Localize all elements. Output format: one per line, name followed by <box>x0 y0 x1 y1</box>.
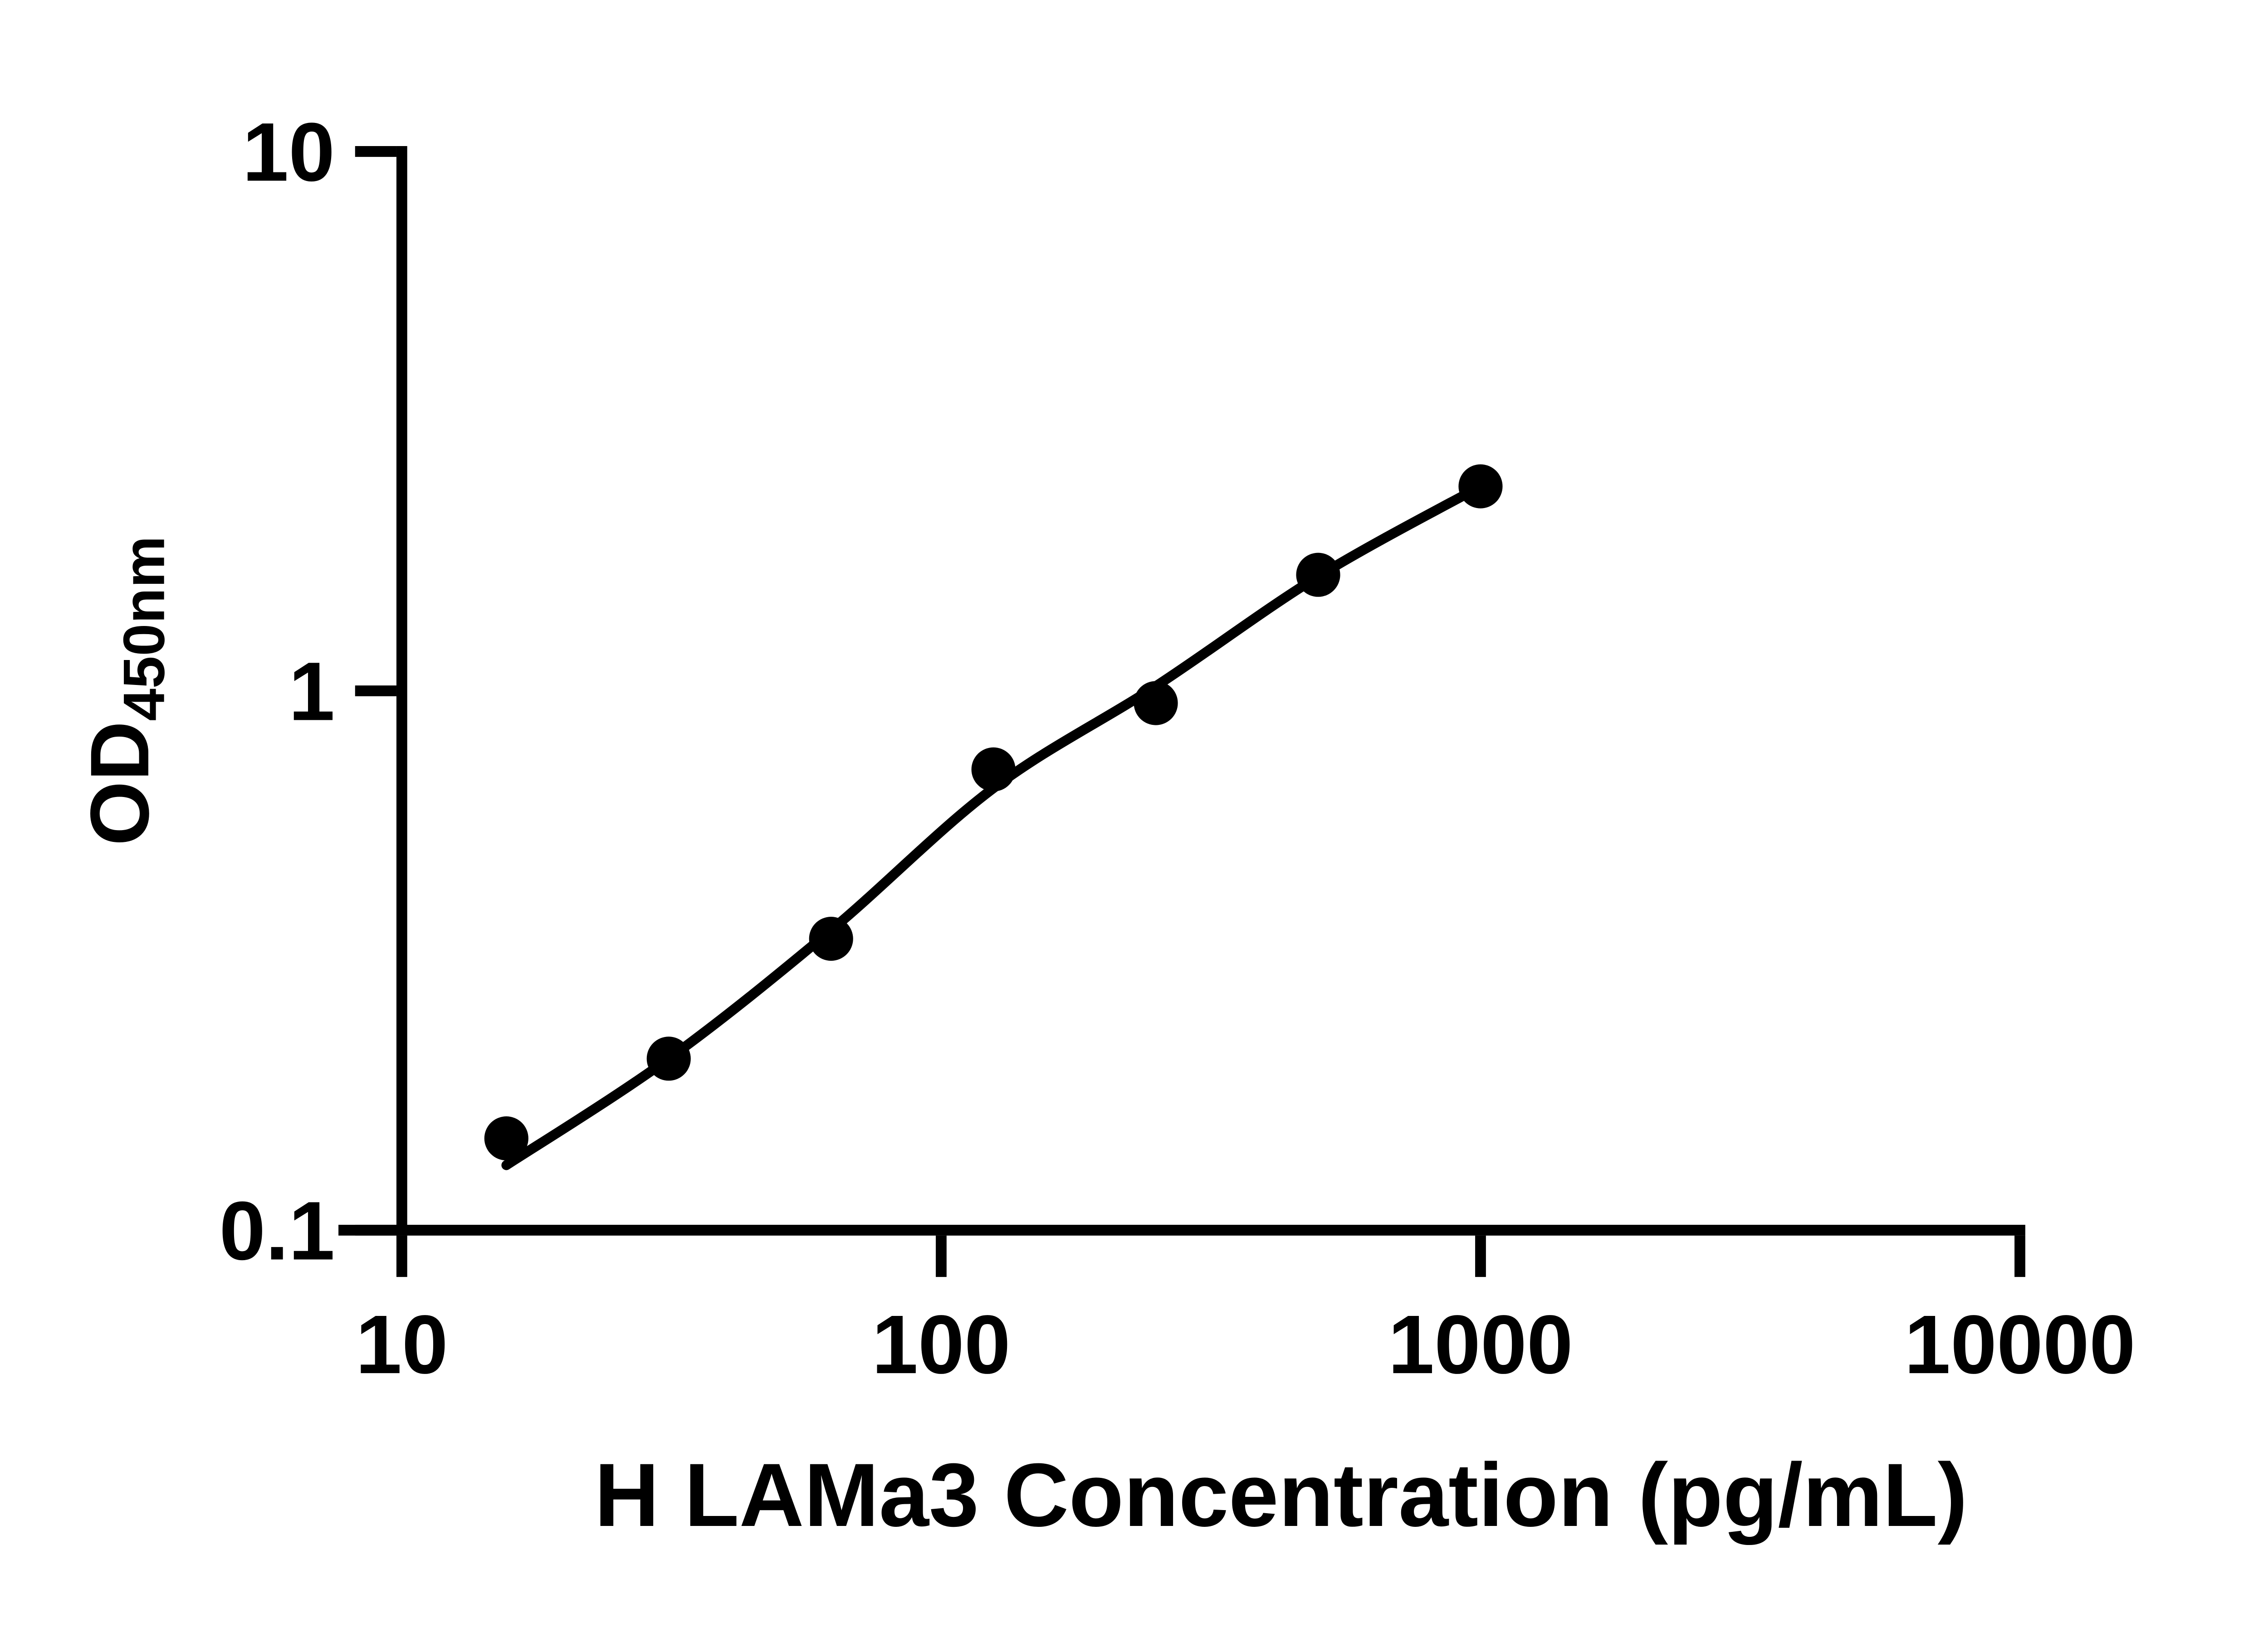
data-point <box>1458 464 1503 508</box>
y-tick-label-group: 0.1 1 10 <box>219 105 335 1277</box>
data-point <box>1296 552 1340 597</box>
data-point <box>1134 681 1178 725</box>
data-point-group <box>484 464 1503 1161</box>
y-tick-label: 1 <box>288 645 335 738</box>
y-tick-label: 0.1 <box>219 1184 335 1277</box>
x-tick-label: 1000 <box>1388 1298 1573 1391</box>
plot-area <box>484 464 1503 1170</box>
x-axis-title: H LAMa3 Concentration (pg/mL) <box>594 1445 1967 1545</box>
data-point <box>971 747 1016 792</box>
data-point <box>484 1116 528 1161</box>
y-axis-title-subscript: 450nm <box>112 536 177 721</box>
y-axis-title-main: OD <box>73 721 166 846</box>
y-tick-label: 10 <box>242 105 335 198</box>
x-tick-label: 10000 <box>1904 1298 2136 1391</box>
x-tick-group <box>396 1235 2025 1277</box>
x-tick-label-group: 10 100 1000 10000 <box>356 1298 2136 1391</box>
y-axis-title: OD450nm <box>73 536 177 846</box>
x-tick-label: 100 <box>872 1298 1011 1391</box>
data-point <box>646 1037 691 1081</box>
y-tick-group <box>355 146 396 1236</box>
x-axis: 10 100 1000 10000 H LAMa3 Concentration (pg… <box>338 1225 2136 1545</box>
x-tick-label: 10 <box>356 1298 448 1391</box>
data-point <box>809 917 853 961</box>
y-axis: 0.1 1 10 OD450nm <box>73 105 407 1277</box>
